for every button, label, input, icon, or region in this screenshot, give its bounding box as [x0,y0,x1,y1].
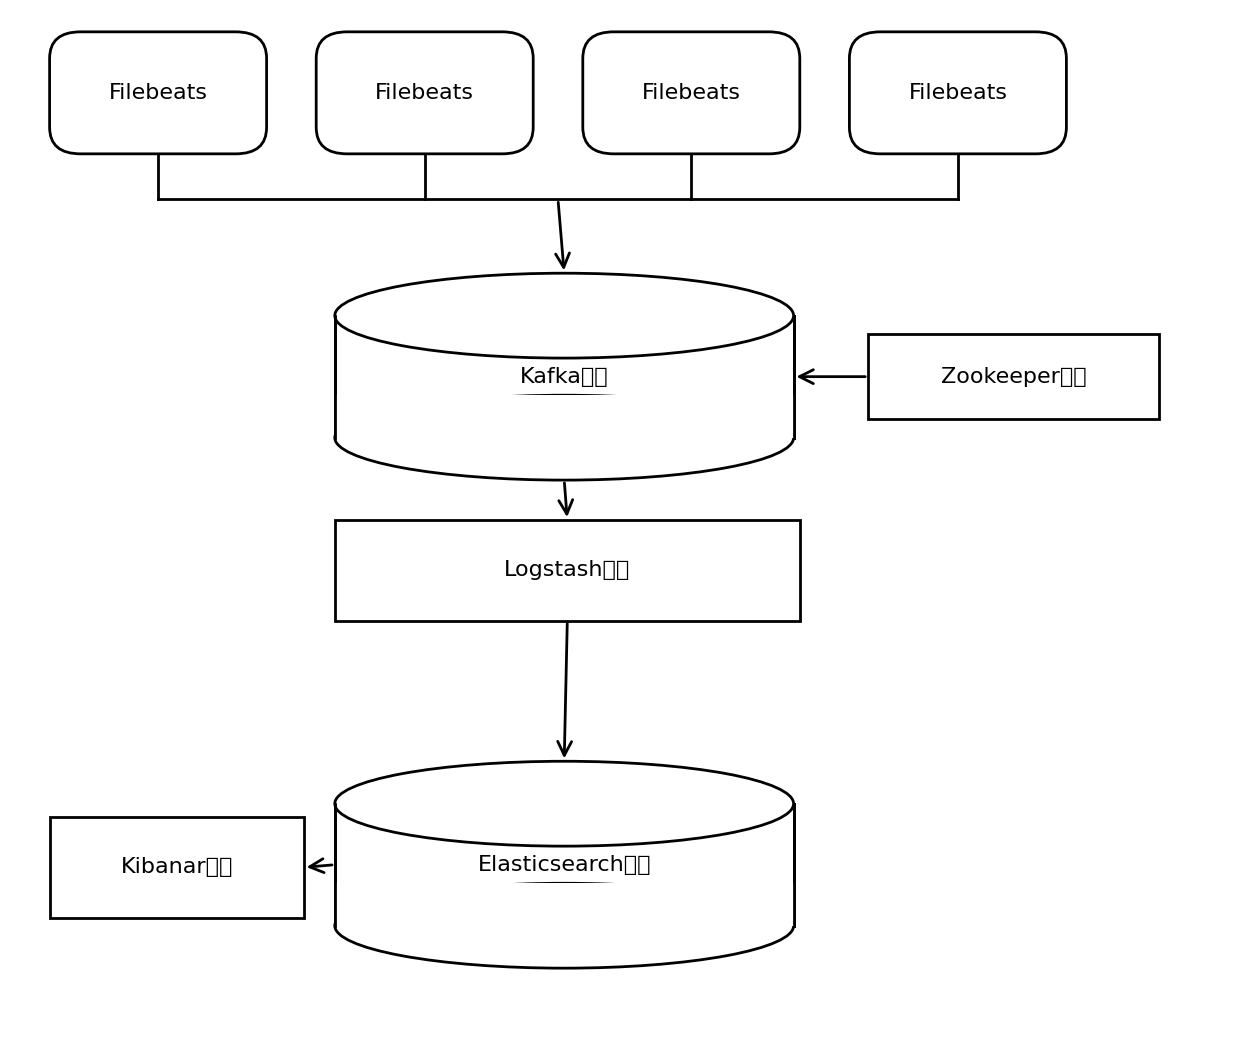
Text: Logstash集群: Logstash集群 [505,560,630,580]
Text: Filebeats: Filebeats [642,83,740,103]
Bar [335,395,794,438]
Text: Filebeats: Filebeats [109,83,207,103]
Ellipse shape [335,273,794,359]
FancyBboxPatch shape [583,32,800,154]
FancyBboxPatch shape [335,804,794,925]
Text: Kafka集群: Kafka集群 [520,367,609,386]
FancyBboxPatch shape [50,32,267,154]
FancyBboxPatch shape [335,316,794,438]
Bar [50,817,304,918]
FancyBboxPatch shape [849,32,1066,154]
Text: Filebeats: Filebeats [909,83,1007,103]
Ellipse shape [335,883,794,968]
Bar [868,334,1159,419]
Text: Zookeeper集群: Zookeeper集群 [941,367,1086,386]
Ellipse shape [335,396,794,480]
Ellipse shape [335,761,794,847]
Text: Kibanar集群: Kibanar集群 [120,857,233,877]
Bar [335,520,800,621]
Text: Elasticsearch集群: Elasticsearch集群 [477,855,651,874]
Text: Filebeats: Filebeats [376,83,474,103]
FancyBboxPatch shape [316,32,533,154]
Bar [335,883,794,925]
